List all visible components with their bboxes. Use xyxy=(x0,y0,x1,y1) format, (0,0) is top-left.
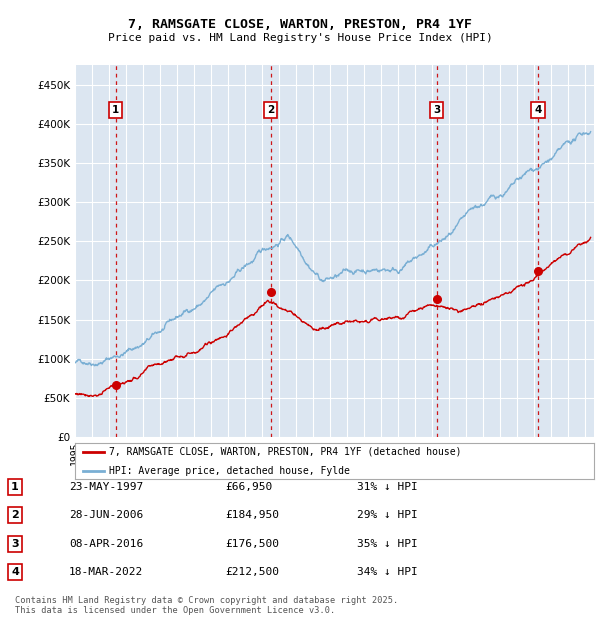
Text: £66,950: £66,950 xyxy=(225,482,272,492)
Text: 2: 2 xyxy=(267,105,274,115)
Text: £184,950: £184,950 xyxy=(225,510,279,520)
Text: 1: 1 xyxy=(11,482,19,492)
Text: HPI: Average price, detached house, Fylde: HPI: Average price, detached house, Fyld… xyxy=(109,466,350,476)
Text: 3: 3 xyxy=(11,539,19,549)
Text: 23-MAY-1997: 23-MAY-1997 xyxy=(69,482,143,492)
Text: 1: 1 xyxy=(112,105,119,115)
Text: 08-APR-2016: 08-APR-2016 xyxy=(69,539,143,549)
Text: 4: 4 xyxy=(11,567,19,577)
Text: 35% ↓ HPI: 35% ↓ HPI xyxy=(357,539,418,549)
Text: 31% ↓ HPI: 31% ↓ HPI xyxy=(357,482,418,492)
Text: £176,500: £176,500 xyxy=(225,539,279,549)
Text: 7, RAMSGATE CLOSE, WARTON, PRESTON, PR4 1YF: 7, RAMSGATE CLOSE, WARTON, PRESTON, PR4 … xyxy=(128,19,472,31)
Text: 29% ↓ HPI: 29% ↓ HPI xyxy=(357,510,418,520)
Text: 2: 2 xyxy=(11,510,19,520)
Text: 18-MAR-2022: 18-MAR-2022 xyxy=(69,567,143,577)
Text: Price paid vs. HM Land Registry's House Price Index (HPI): Price paid vs. HM Land Registry's House … xyxy=(107,33,493,43)
Text: 34% ↓ HPI: 34% ↓ HPI xyxy=(357,567,418,577)
Text: 7, RAMSGATE CLOSE, WARTON, PRESTON, PR4 1YF (detached house): 7, RAMSGATE CLOSE, WARTON, PRESTON, PR4 … xyxy=(109,446,461,457)
Text: 3: 3 xyxy=(433,105,440,115)
Text: 28-JUN-2006: 28-JUN-2006 xyxy=(69,510,143,520)
Text: £212,500: £212,500 xyxy=(225,567,279,577)
Text: 4: 4 xyxy=(535,105,542,115)
Text: Contains HM Land Registry data © Crown copyright and database right 2025.
This d: Contains HM Land Registry data © Crown c… xyxy=(15,596,398,615)
